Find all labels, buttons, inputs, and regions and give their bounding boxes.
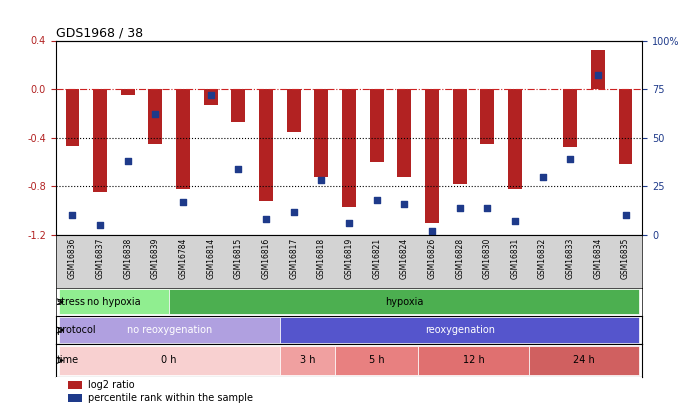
FancyBboxPatch shape — [418, 346, 529, 375]
Point — [177, 198, 188, 205]
Bar — [342, 89, 356, 207]
Point — [288, 208, 299, 215]
Text: GDS1968 / 38: GDS1968 / 38 — [56, 26, 143, 39]
Bar — [563, 89, 577, 147]
Text: GSM16817: GSM16817 — [289, 237, 298, 279]
Text: GSM16816: GSM16816 — [262, 237, 271, 279]
Text: GSM16828: GSM16828 — [455, 237, 464, 279]
Text: GSM16824: GSM16824 — [400, 237, 409, 279]
Bar — [618, 89, 632, 164]
Text: 5 h: 5 h — [369, 356, 385, 365]
FancyBboxPatch shape — [59, 289, 169, 314]
Text: GSM16815: GSM16815 — [234, 237, 243, 279]
Text: 12 h: 12 h — [463, 356, 484, 365]
FancyBboxPatch shape — [280, 318, 639, 343]
Bar — [232, 89, 245, 122]
Point — [454, 205, 465, 211]
Point — [426, 228, 438, 234]
Bar — [259, 89, 273, 201]
Bar — [149, 89, 163, 144]
Text: GSM16838: GSM16838 — [124, 237, 132, 279]
Text: time: time — [57, 356, 78, 365]
Point — [150, 111, 161, 117]
Text: hypoxia: hypoxia — [385, 297, 424, 307]
Point — [343, 220, 355, 226]
Bar — [508, 89, 522, 189]
Point — [122, 158, 133, 164]
Point — [67, 212, 78, 219]
Bar — [453, 89, 466, 184]
Point — [315, 177, 327, 184]
Bar — [93, 89, 107, 192]
Text: protocol: protocol — [57, 325, 96, 335]
Bar — [314, 89, 328, 177]
Text: GSM16819: GSM16819 — [345, 237, 353, 279]
Text: GSM16835: GSM16835 — [621, 237, 630, 279]
Text: 24 h: 24 h — [573, 356, 595, 365]
Text: stress: stress — [57, 297, 85, 307]
Bar — [370, 89, 384, 162]
Point — [94, 222, 105, 228]
Text: GSM16833: GSM16833 — [566, 237, 574, 279]
Text: GSM16836: GSM16836 — [68, 237, 77, 279]
Text: GSM16839: GSM16839 — [151, 237, 160, 279]
Bar — [121, 89, 135, 95]
Point — [482, 205, 493, 211]
Bar — [591, 50, 605, 89]
Bar — [66, 89, 80, 146]
Point — [205, 92, 216, 98]
Text: GSM16818: GSM16818 — [317, 237, 326, 279]
FancyBboxPatch shape — [169, 289, 639, 314]
Text: log2 ratio: log2 ratio — [88, 380, 135, 390]
Text: 3 h: 3 h — [299, 356, 315, 365]
Text: GSM16834: GSM16834 — [593, 237, 602, 279]
FancyBboxPatch shape — [59, 346, 280, 375]
Bar — [68, 381, 82, 390]
Bar — [204, 89, 218, 105]
FancyBboxPatch shape — [280, 346, 335, 375]
Text: GSM16826: GSM16826 — [427, 237, 436, 279]
Point — [260, 216, 272, 223]
Text: reoxygenation: reoxygenation — [424, 325, 495, 335]
Point — [620, 212, 631, 219]
Point — [371, 197, 383, 203]
Text: GSM16832: GSM16832 — [538, 237, 547, 279]
Text: GSM16830: GSM16830 — [483, 237, 492, 279]
Text: GSM16837: GSM16837 — [96, 237, 105, 279]
Point — [537, 173, 548, 180]
Bar — [176, 89, 190, 189]
Text: 0 h: 0 h — [161, 356, 177, 365]
Bar — [287, 89, 301, 132]
FancyBboxPatch shape — [335, 346, 418, 375]
Text: percentile rank within the sample: percentile rank within the sample — [88, 393, 253, 403]
Text: GSM16821: GSM16821 — [372, 237, 381, 279]
Bar — [68, 394, 82, 402]
Text: GSM16814: GSM16814 — [206, 237, 215, 279]
Point — [565, 156, 576, 162]
Point — [593, 72, 604, 79]
Bar — [480, 89, 494, 144]
Text: no reoxygenation: no reoxygenation — [126, 325, 212, 335]
Point — [233, 166, 244, 172]
Text: GSM16784: GSM16784 — [179, 237, 188, 279]
Bar — [425, 89, 439, 223]
Text: no hypoxia: no hypoxia — [87, 297, 141, 307]
FancyBboxPatch shape — [59, 318, 280, 343]
Point — [510, 218, 521, 224]
Text: GSM16831: GSM16831 — [510, 237, 519, 279]
FancyBboxPatch shape — [529, 346, 639, 375]
Bar — [397, 89, 411, 177]
Point — [399, 200, 410, 207]
